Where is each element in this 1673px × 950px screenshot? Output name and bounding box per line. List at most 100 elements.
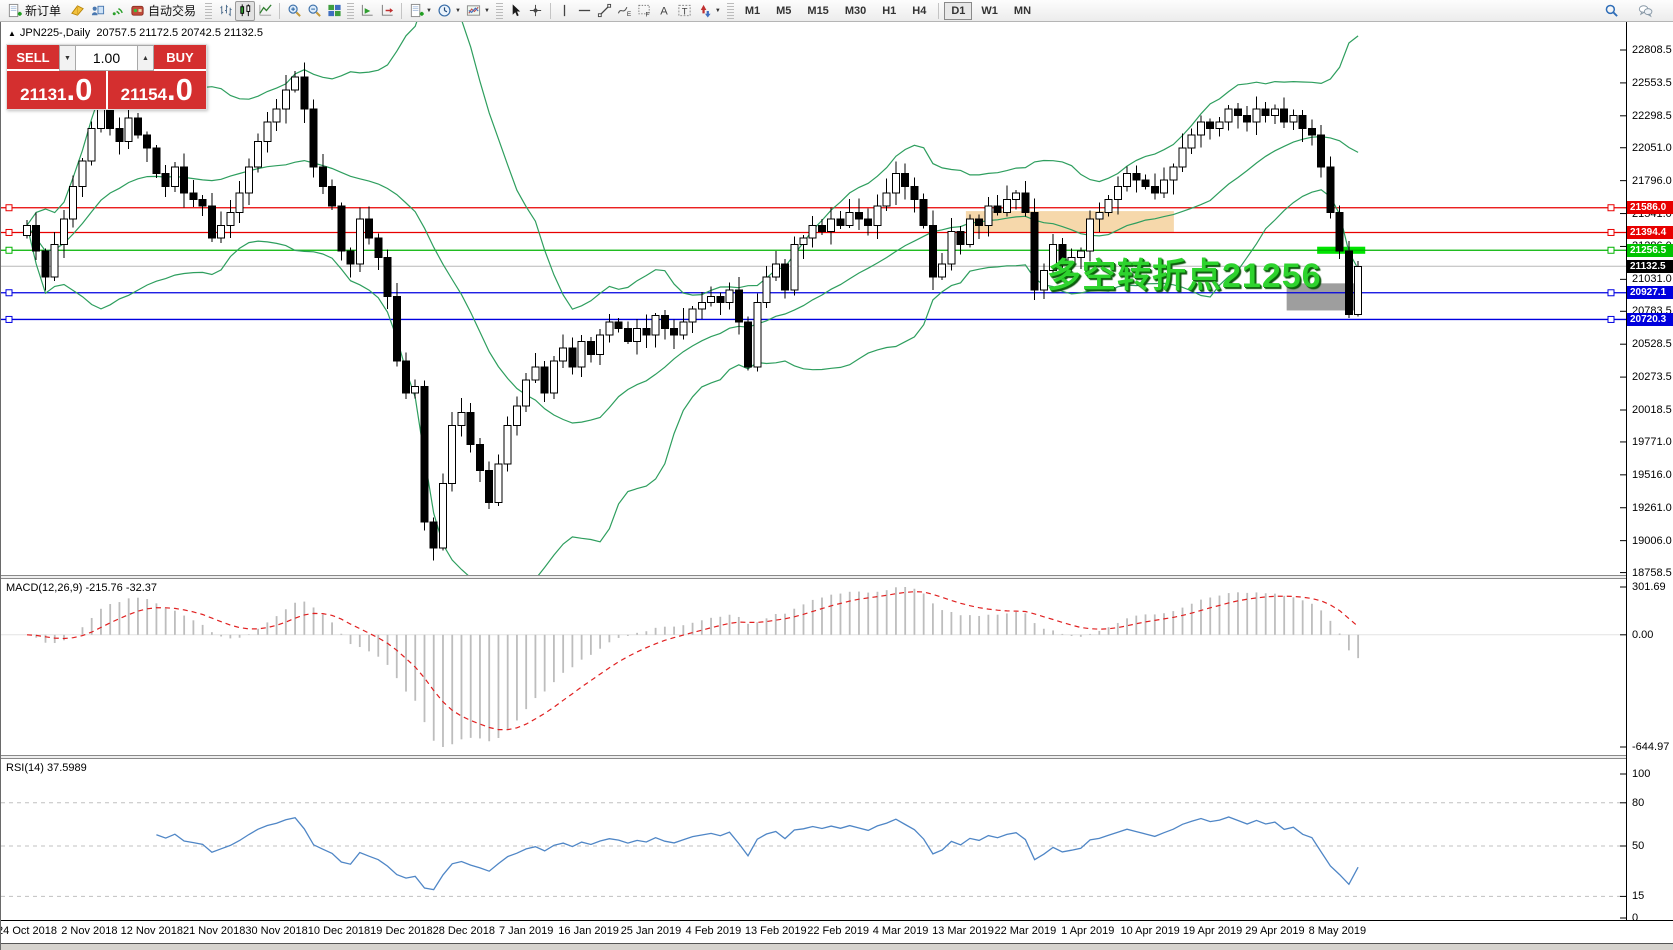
date-axis-label: 24 Oct 2018 — [1, 925, 57, 937]
bar-chart-icon[interactable] — [215, 1, 235, 21]
market-book-icon[interactable] — [67, 1, 87, 21]
zoom-out-icon[interactable] — [304, 1, 324, 21]
auto-scroll-icon[interactable] — [357, 1, 377, 21]
chat-icon[interactable] — [1635, 1, 1655, 21]
date-axis-label: 12 Nov 2018 — [120, 925, 183, 937]
price-axis-tick: 20528.5 — [1632, 338, 1672, 351]
tf-h1[interactable]: H1 — [882, 4, 897, 17]
new-order-label[interactable]: 新订单 — [25, 4, 62, 18]
line-marker — [1607, 228, 1615, 236]
text-icon[interactable]: A — [655, 1, 675, 21]
buy-price[interactable]: 21154.0 — [107, 71, 206, 109]
tf-d1[interactable]: D1 — [944, 1, 973, 20]
tile-windows-icon[interactable] — [324, 1, 344, 21]
bollinger-band — [26, 189, 1359, 575]
date-axis-label: 2 Nov 2018 — [61, 925, 118, 937]
date-axis-label: 4 Mar 2019 — [872, 925, 929, 937]
pane-divider[interactable] — [1, 575, 1626, 579]
autotrading-icon[interactable] — [127, 1, 147, 21]
indicators-icon[interactable] — [406, 1, 426, 21]
ohlc-values: 20757.5 21172.5 20742.5 21132.5 — [96, 27, 263, 39]
vertical-line-icon[interactable] — [555, 1, 575, 21]
tf-w1[interactable]: W1 — [981, 4, 998, 17]
rsi-axis-tick: 0 — [1632, 912, 1639, 924]
sell-price[interactable]: 21131.0 — [7, 71, 106, 109]
price-axis[interactable]: 22808.522553.522298.522051.021796.021541… — [1626, 22, 1673, 924]
price-axis-tick: 21796.0 — [1632, 174, 1672, 187]
line-marker — [5, 315, 13, 323]
date-axis-label: 29 Apr 2019 — [1245, 925, 1305, 937]
tf-mn[interactable]: MN — [1013, 4, 1032, 17]
tf-h4[interactable]: H4 — [912, 4, 927, 17]
toolbar-grip — [205, 2, 213, 19]
line-marker — [1607, 246, 1615, 254]
cursor-icon[interactable] — [506, 1, 526, 21]
indicators-caret-icon[interactable]: ▼ — [426, 7, 432, 14]
line-chart-icon[interactable] — [255, 1, 275, 21]
arrows-icon[interactable] — [695, 1, 715, 21]
chart-window: ▲ JPN225-,Daily 20757.5 21172.5 20742.5 2… — [0, 22, 1673, 950]
line-marker — [5, 204, 13, 212]
line-marker — [5, 228, 13, 236]
trendline-icon[interactable] — [595, 1, 615, 21]
macd-axis-tick: 0.00 — [1632, 628, 1654, 641]
templates-icon[interactable] — [464, 1, 484, 21]
periods-clock-icon[interactable] — [435, 1, 455, 21]
fibonacci-icon[interactable]: E — [615, 1, 635, 21]
strategy-tester-icon[interactable] — [87, 1, 107, 21]
svg-text:F: F — [646, 12, 650, 18]
channel-icon[interactable]: F — [635, 1, 655, 21]
demand-zone — [1286, 283, 1356, 311]
zoom-in-icon[interactable] — [284, 1, 304, 21]
price-badge: 21132.5 — [1627, 259, 1673, 273]
date-axis-label: 25 Jan 2019 — [620, 925, 682, 937]
buy-button[interactable]: BUY — [154, 45, 206, 71]
buy-price-frac: .0 — [166, 72, 193, 107]
macd-axis-tick: 301.69 — [1632, 581, 1666, 593]
search-icon[interactable] — [1601, 1, 1621, 21]
date-axis-label: 7 Jan 2019 — [498, 925, 554, 937]
volume-decrease-button[interactable]: ▼ — [59, 45, 76, 71]
pane-divider[interactable] — [1, 755, 1626, 759]
date-axis-label: 10 Dec 2018 — [307, 925, 371, 937]
candlestick-chart-icon[interactable] — [235, 0, 256, 21]
new-order-icon[interactable] — [4, 1, 24, 21]
date-axis-label: 22 Feb 2019 — [807, 925, 870, 937]
buy-price-int: 21154 — [120, 85, 167, 104]
volume-input[interactable] — [76, 45, 137, 71]
price-axis-tick: 19006.0 — [1632, 534, 1672, 547]
text-label-icon[interactable]: T — [675, 1, 695, 21]
tf-m15[interactable]: M15 — [807, 4, 829, 17]
toolbar-grip — [495, 2, 503, 19]
line-marker — [1607, 204, 1615, 212]
autotrading-label[interactable]: 自动交易 — [148, 4, 197, 18]
tf-m30[interactable]: M30 — [844, 4, 867, 17]
separator — [938, 2, 940, 19]
price-axis-tick: 20018.5 — [1632, 404, 1672, 416]
tf-m1[interactable]: M1 — [744, 4, 761, 17]
date-axis[interactable]: 24 Oct 2018 2 Nov 2018 12 Nov 2018 21 Nov 2… — [1, 920, 1673, 943]
arrows-caret-icon[interactable]: ▼ — [714, 7, 721, 14]
chart-shift-icon[interactable] — [377, 1, 397, 21]
date-axis-label: 13 Mar 2019 — [932, 925, 994, 937]
periods-caret-icon[interactable]: ▼ — [454, 7, 461, 14]
price-axis-tick: 21031.0 — [1632, 273, 1672, 286]
sell-button[interactable]: SELL — [7, 45, 59, 71]
tf-m5[interactable]: M5 — [776, 4, 792, 17]
signals-icon[interactable] — [107, 1, 127, 21]
rsi-axis-tick: 50 — [1632, 840, 1645, 852]
date-axis-label: 10 Apr 2019 — [1120, 925, 1180, 937]
price-axis-tick: 19261.0 — [1632, 501, 1672, 514]
horizontal-line-icon[interactable] — [575, 1, 595, 21]
rsi-axis-tick: 100 — [1632, 768, 1651, 780]
crosshair-icon[interactable] — [526, 1, 546, 21]
macd-chart — [1, 586, 1626, 748]
annotation-text: 多空转折点21256 — [1047, 257, 1322, 295]
date-axis-label: 13 Feb 2019 — [744, 925, 807, 937]
svg-text:T: T — [682, 6, 688, 16]
date-axis-label: 19 Apr 2019 — [1182, 925, 1243, 937]
templates-caret-icon[interactable]: ▼ — [483, 7, 490, 14]
toolbar: 新订单 自动交易 ▼ ▼ ▼ E F A T ▼ M1 M5 M15 M30 H… — [0, 0, 1673, 22]
volume-increase-button[interactable]: ▲ — [137, 45, 154, 71]
candles — [23, 62, 1363, 561]
